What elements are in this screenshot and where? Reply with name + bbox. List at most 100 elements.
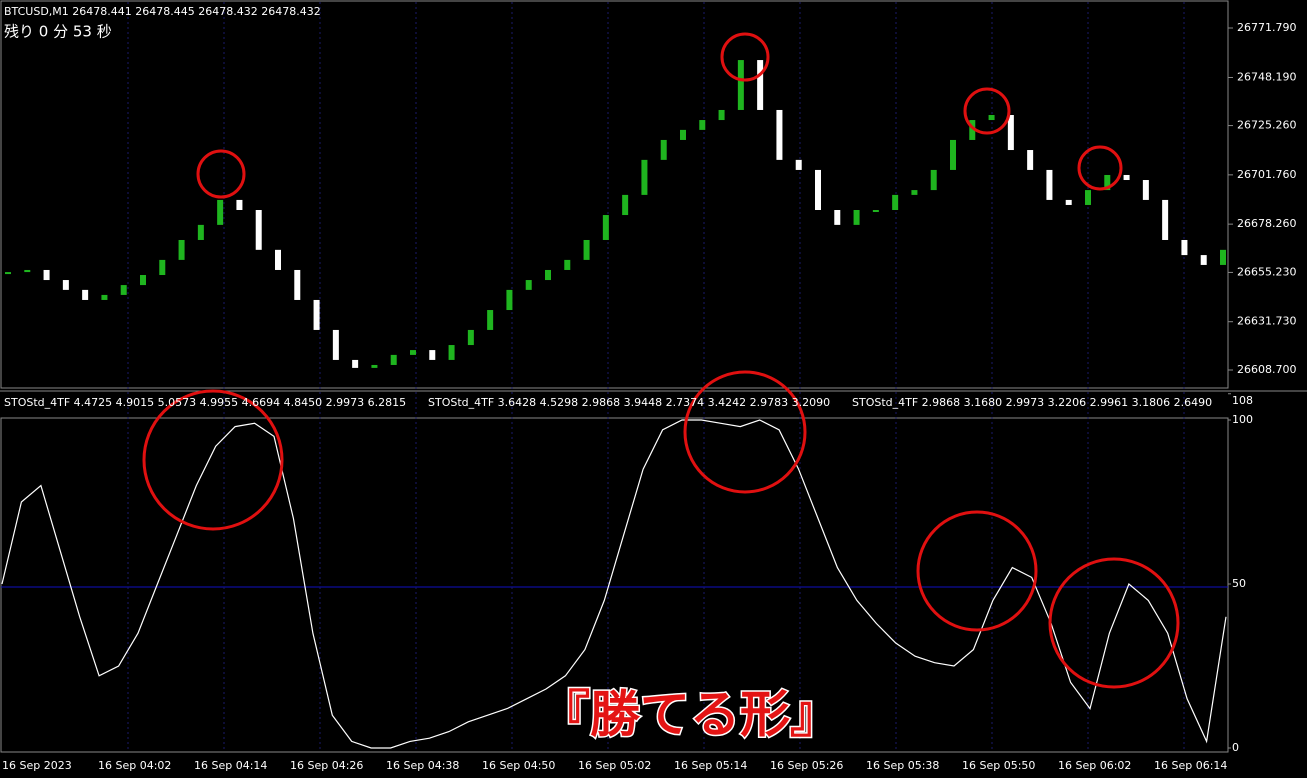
candle — [757, 60, 764, 110]
candle — [43, 269, 50, 281]
price-tick-label: 26631.730 — [1237, 315, 1297, 328]
highlight-circle — [963, 87, 1011, 135]
candle — [1007, 115, 1014, 151]
candle — [988, 115, 995, 121]
marks — [1, 60, 1227, 749]
candle — [930, 169, 937, 191]
candle — [545, 269, 551, 281]
time-label: 16 Sep 04:26 — [290, 759, 363, 772]
time-label: 16 Sep 05:26 — [770, 759, 843, 772]
price-tick-label: 26701.760 — [1237, 168, 1297, 181]
candle — [159, 259, 166, 276]
price-tick-label: 26608.700 — [1237, 363, 1297, 376]
candle — [506, 289, 513, 311]
candle — [217, 199, 224, 225]
time-label: 16 Sep 05:02 — [578, 759, 651, 772]
price-frame — [0, 0, 1229, 389]
candle — [815, 169, 821, 210]
candle — [24, 269, 31, 273]
candle — [641, 159, 648, 195]
candle — [834, 209, 841, 225]
candle — [390, 354, 397, 365]
candle — [1142, 180, 1149, 200]
candle — [197, 224, 204, 240]
candle — [371, 364, 378, 368]
candle — [680, 129, 686, 140]
highlight-circle — [720, 32, 770, 82]
highlight-circle — [196, 149, 246, 199]
candle — [911, 190, 918, 195]
candle — [564, 259, 571, 270]
candle — [255, 209, 262, 250]
candle — [853, 209, 860, 225]
highlight-circle — [1048, 557, 1180, 689]
time-label: 16 Sep 04:02 — [98, 759, 171, 772]
candle — [583, 239, 590, 260]
indicator-header: STOStd_4TF 2.9868 3.1680 2.9973 3.2206 2… — [852, 396, 1212, 409]
candle — [467, 329, 474, 346]
indicator-tick-label: 0 — [1232, 741, 1239, 754]
candle — [892, 194, 899, 210]
indicator-tick-label: 50 — [1232, 577, 1246, 590]
indicator-header: STOStd_4TF 3.6428 4.5298 2.9868 3.9448 2… — [428, 396, 830, 409]
highlight-circle — [916, 510, 1038, 632]
candle — [1065, 199, 1072, 205]
candle — [1220, 249, 1226, 265]
candle — [140, 275, 146, 286]
candle — [1046, 169, 1053, 200]
indicator-header: STOStd_4TF 4.4725 4.9015 5.0573 4.9955 4… — [4, 396, 406, 409]
candle — [448, 345, 455, 360]
candle — [525, 280, 532, 290]
price-tick-label: 26655.230 — [1237, 265, 1297, 278]
candle — [1104, 174, 1111, 191]
overlay-title: 『勝てる形』 — [540, 686, 840, 744]
candle — [602, 215, 609, 240]
indicator-tick-label: 100 — [1232, 413, 1253, 426]
candle — [62, 280, 69, 290]
time-label: 16 Sep 04:14 — [194, 759, 267, 772]
price-tick-label: 26725.260 — [1237, 119, 1297, 132]
candle — [1123, 174, 1130, 181]
time-label: 16 Sep 2023 — [2, 759, 72, 772]
candle — [487, 310, 494, 330]
candle — [294, 269, 301, 300]
candle — [236, 199, 243, 210]
candle — [332, 329, 339, 360]
candle — [101, 294, 108, 300]
candle — [1085, 190, 1091, 205]
candle — [1162, 199, 1169, 240]
countdown: 残り 0 分 53 秒 — [4, 23, 112, 41]
time-label: 16 Sep 04:50 — [482, 759, 555, 772]
time-label: 16 Sep 05:38 — [866, 759, 939, 772]
highlight-circle — [1077, 145, 1123, 191]
candle — [1200, 255, 1207, 265]
candle — [1027, 150, 1034, 170]
time-label: 16 Sep 06:14 — [1154, 759, 1227, 772]
candle — [352, 359, 359, 368]
candle — [872, 209, 879, 212]
time-label: 16 Sep 06:02 — [1058, 759, 1131, 772]
candle — [950, 139, 956, 170]
time-label: 16 Sep 05:14 — [674, 759, 747, 772]
candle — [178, 239, 185, 260]
candle — [5, 272, 11, 275]
candle — [429, 350, 436, 360]
indicator-frame — [0, 417, 1229, 753]
time-label: 16 Sep 04:38 — [386, 759, 459, 772]
time-label: 16 Sep 05:50 — [962, 759, 1035, 772]
candle — [969, 120, 976, 140]
symbol-info: BTCUSD,M1 26478.441 26478.445 26478.432 … — [4, 5, 321, 18]
candle — [410, 350, 416, 355]
candle — [776, 109, 783, 160]
price-tick-label: 26678.260 — [1237, 217, 1297, 230]
candle — [1181, 239, 1188, 256]
highlight-circle — [142, 389, 284, 531]
indicator-tick-label: 108 — [1232, 394, 1253, 407]
candle — [718, 109, 725, 121]
highlight-circle — [683, 370, 807, 494]
candle — [699, 120, 706, 130]
candle — [795, 159, 802, 170]
